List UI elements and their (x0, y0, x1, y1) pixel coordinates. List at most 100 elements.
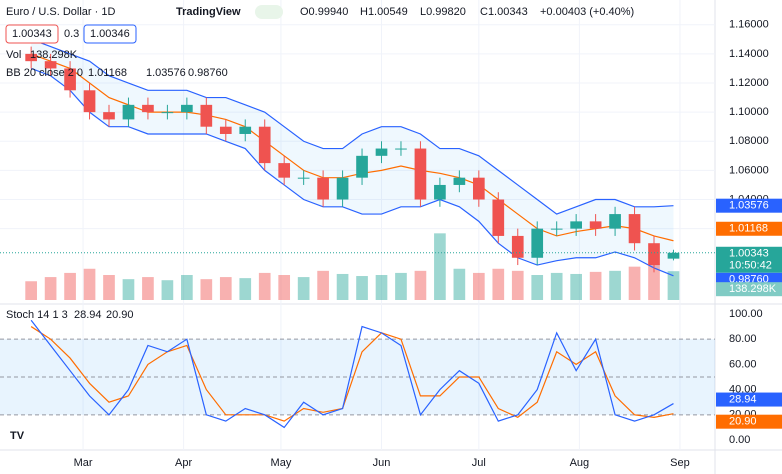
x-tick-label: Sep (670, 457, 690, 469)
candle-body (200, 104, 213, 127)
stoch-k (30, 319, 674, 429)
stoch-k-badge-bg (716, 392, 782, 407)
volume-bar (336, 273, 349, 300)
candle-body (434, 184, 446, 200)
candle-body (375, 148, 388, 156)
bb-middle-badge: 1.01168 (729, 223, 768, 235)
volume-bar (64, 272, 76, 300)
volume-bar (258, 272, 271, 300)
bb-upper-value: 1.03576 (146, 67, 186, 79)
y-tick-label: 1.14000 (729, 48, 769, 60)
open-text: O0.99940 (300, 6, 348, 18)
sell-box[interactable] (5, 24, 59, 44)
y-tick-label: 1.06000 (729, 164, 769, 176)
volume-bar (628, 266, 641, 300)
volume-bar (219, 277, 232, 300)
y-tick-label: 1.10000 (729, 106, 769, 118)
candle-body (511, 235, 524, 258)
volume-bar (434, 233, 446, 300)
bb-upper-badge-bg (716, 198, 782, 213)
volume-bar (200, 279, 213, 300)
stoch-d-badge-bg (716, 414, 782, 429)
buy-box[interactable] (83, 24, 137, 44)
volume-bar (531, 275, 544, 300)
bb-upper-badge: 1.03576 (729, 200, 769, 212)
volume-bar (142, 277, 154, 300)
volume-bar (122, 279, 135, 300)
candle-body (395, 148, 407, 150)
candle-body (239, 126, 252, 134)
x-tick-label: Apr (175, 457, 192, 469)
volume-bar (181, 275, 193, 300)
volume-bar (589, 271, 602, 300)
volume-bar (511, 270, 524, 300)
low-text: L0.99820 (420, 6, 466, 18)
volume-bar (648, 264, 660, 300)
buy-price: 1.00346 (90, 28, 130, 40)
candle-body (64, 68, 76, 91)
bb-lower-value: 0.98760 (188, 67, 228, 79)
candle-body (219, 126, 232, 134)
stoch-tick-label: 60.00 (729, 358, 757, 370)
symbol-title: Euro / U.S. Dollar · 1D (6, 6, 115, 18)
bb-middle (30, 53, 674, 242)
vol-badge: 138.298K (729, 283, 777, 295)
candle-body (472, 177, 485, 200)
candle-body (161, 112, 174, 114)
bb-middle-badge-bg (716, 221, 782, 236)
volume-bar (492, 268, 505, 300)
x-tick-label: Jul (472, 457, 486, 469)
x-tick-label: Mar (74, 457, 93, 469)
logo: TV (10, 430, 25, 442)
last-price-badge: 1.00343 (729, 248, 769, 260)
bb-label: BB 20 close 2 0 (6, 67, 83, 79)
candle-body (648, 243, 660, 266)
candle-body (142, 104, 154, 113)
candle-body (181, 104, 193, 113)
spread: 0.3 (64, 28, 79, 40)
x-tick-label: Aug (570, 457, 590, 469)
candle-body (609, 214, 621, 229)
vol-value: 138.298K (30, 49, 78, 61)
countdown: 10:50:42 (729, 260, 772, 272)
volume-bar (83, 268, 96, 300)
candle-body (453, 177, 466, 185)
candle-body (356, 155, 368, 178)
stoch-tick-label: 0.00 (729, 434, 750, 446)
bb-middle-value: 1.01168 (88, 67, 127, 79)
bb-band-fill (31, 39, 674, 276)
volume-bar (395, 272, 407, 300)
volume-bar (317, 270, 329, 300)
candle-body (122, 104, 135, 120)
volume-bar (25, 281, 37, 300)
stoch-d (30, 326, 674, 422)
volume-bar (239, 278, 252, 300)
high-text: H1.00549 (360, 6, 408, 18)
brand: TradingView (176, 6, 241, 18)
candle-body (628, 214, 641, 244)
volume-bar (472, 272, 485, 300)
volume-bar (278, 275, 291, 300)
y-tick-label: 1.12000 (729, 77, 769, 89)
volume-bar (414, 270, 427, 300)
candle-body (492, 199, 505, 236)
candle-body (550, 228, 563, 230)
candle-body (103, 112, 115, 120)
volume-bar (375, 275, 388, 300)
candle-body (589, 221, 602, 229)
candle-body (83, 90, 96, 113)
x-tick-label: May (271, 457, 292, 469)
volume-bar (609, 270, 621, 300)
candle-body (336, 177, 349, 200)
candle-body (667, 252, 680, 259)
candle-body (414, 148, 427, 200)
candle-body (278, 163, 291, 178)
volume-bar (297, 277, 310, 300)
sell-price: 1.00343 (12, 28, 52, 40)
y-tick-label: 1.16000 (729, 19, 769, 31)
x-tick-label: Jun (373, 457, 391, 469)
candle-body (25, 53, 37, 62)
close-text: C1.00343 (480, 6, 528, 18)
y-tick-label: 1.08000 (729, 135, 769, 147)
status-pill (255, 5, 283, 19)
